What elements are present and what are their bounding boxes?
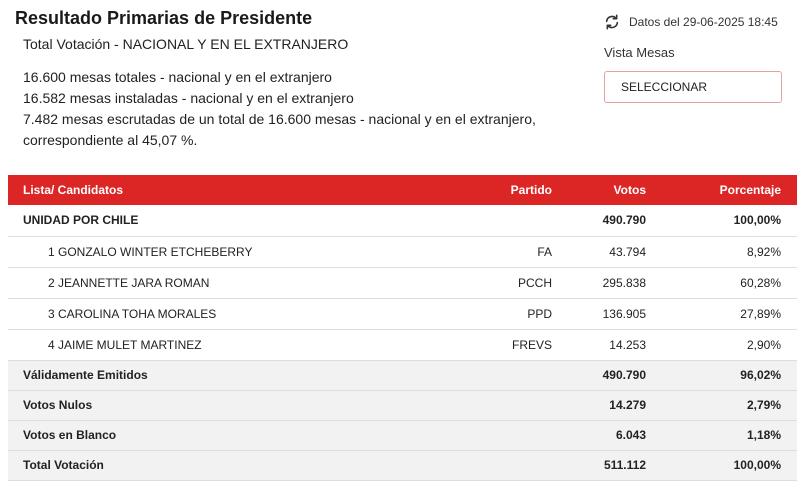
select-button[interactable]: SELECCIONAR	[604, 71, 782, 103]
table-row-candidate: 2 JEANNETTE JARA ROMAN PCCH 295.838 60,2…	[8, 267, 797, 299]
list-votes: 490.790	[568, 205, 662, 237]
candidate-votes: 295.838	[568, 267, 662, 299]
candidate-name: 2 JEANNETTE JARA ROMAN	[8, 267, 368, 299]
total-label: Votos en Blanco	[8, 420, 368, 451]
table-row-total: Votos Nulos 14.279 2,79%	[8, 390, 797, 421]
column-header-votes[interactable]: Votos	[568, 175, 662, 205]
candidate-percentage: 2,90%	[662, 329, 797, 361]
summary-line-installed-tables: 16.582 mesas instaladas - nacional y en …	[23, 90, 354, 106]
total-label: Total Votación	[8, 450, 368, 481]
total-votes: 511.112	[568, 450, 662, 481]
table-row-total: Válidamente Emitidos 490.790 96,02%	[8, 360, 797, 391]
list-party	[368, 205, 568, 237]
total-party	[368, 450, 568, 481]
vista-mesas-label: Vista Mesas	[604, 45, 675, 60]
page-subtitle: Total Votación - NACIONAL Y EN EL EXTRAN…	[23, 36, 349, 52]
list-percentage: 100,00%	[662, 205, 797, 237]
results-table: Lista/ Candidatos Partido Votos Porcenta…	[8, 175, 797, 481]
data-timestamp: Datos del 29-06-2025 18:45	[604, 14, 778, 30]
candidate-name: 3 CAROLINA TOHA MORALES	[8, 298, 368, 330]
candidate-votes: 14.253	[568, 329, 662, 361]
timestamp-text: Datos del 29-06-2025 18:45	[629, 15, 778, 29]
refresh-icon[interactable]	[604, 14, 620, 30]
candidate-party: FA	[368, 236, 568, 268]
summary-line-counted-tables: 7.482 mesas escrutadas de un total de 16…	[23, 111, 536, 127]
total-party	[368, 390, 568, 421]
table-header-row: Lista/ Candidatos Partido Votos Porcenta…	[8, 175, 797, 205]
column-header-percentage[interactable]: Porcentaje	[662, 175, 797, 205]
total-votes: 14.279	[568, 390, 662, 421]
summary-block: 16.600 mesas totales - nacional y en el …	[23, 67, 563, 151]
table-row-candidate: 1 GONZALO WINTER ETCHEBERRY FA 43.794 8,…	[8, 236, 797, 268]
total-votes: 490.790	[568, 360, 662, 391]
candidate-party: PPD	[368, 298, 568, 330]
table-row-total: Total Votación 511.112 100,00%	[8, 450, 797, 481]
candidate-name: 1 GONZALO WINTER ETCHEBERRY	[8, 236, 368, 268]
summary-line-percentage: correspondiente al 45,07 %.	[23, 132, 198, 148]
candidate-percentage: 27,89%	[662, 298, 797, 330]
table-row-list: UNIDAD POR CHILE 490.790 100,00%	[8, 205, 797, 237]
candidate-percentage: 8,92%	[662, 236, 797, 268]
table-row-candidate: 4 JAIME MULET MARTINEZ FREVS 14.253 2,90…	[8, 329, 797, 361]
candidate-votes: 43.794	[568, 236, 662, 268]
list-name: UNIDAD POR CHILE	[8, 205, 368, 237]
table-row-total: Votos en Blanco 6.043 1,18%	[8, 420, 797, 451]
candidate-party: PCCH	[368, 267, 568, 299]
page-title: Resultado Primarias de Presidente	[15, 8, 313, 28]
total-label: Votos Nulos	[8, 390, 368, 421]
table-row-candidate: 3 CAROLINA TOHA MORALES PPD 136.905 27,8…	[8, 298, 797, 330]
total-percentage: 2,79%	[662, 390, 797, 421]
summary-line-total-tables: 16.600 mesas totales - nacional y en el …	[23, 69, 332, 85]
total-label: Válidamente Emitidos	[8, 360, 368, 391]
total-percentage: 1,18%	[662, 420, 797, 451]
candidate-party: FREVS	[368, 329, 568, 361]
total-percentage: 96,02%	[662, 360, 797, 391]
total-party	[368, 420, 568, 451]
candidate-percentage: 60,28%	[662, 267, 797, 299]
candidate-votes: 136.905	[568, 298, 662, 330]
total-percentage: 100,00%	[662, 450, 797, 481]
candidate-name: 4 JAIME MULET MARTINEZ	[8, 329, 368, 361]
total-votes: 6.043	[568, 420, 662, 451]
column-header-candidates[interactable]: Lista/ Candidatos	[8, 175, 368, 205]
column-header-party[interactable]: Partido	[368, 175, 568, 205]
total-party	[368, 360, 568, 391]
